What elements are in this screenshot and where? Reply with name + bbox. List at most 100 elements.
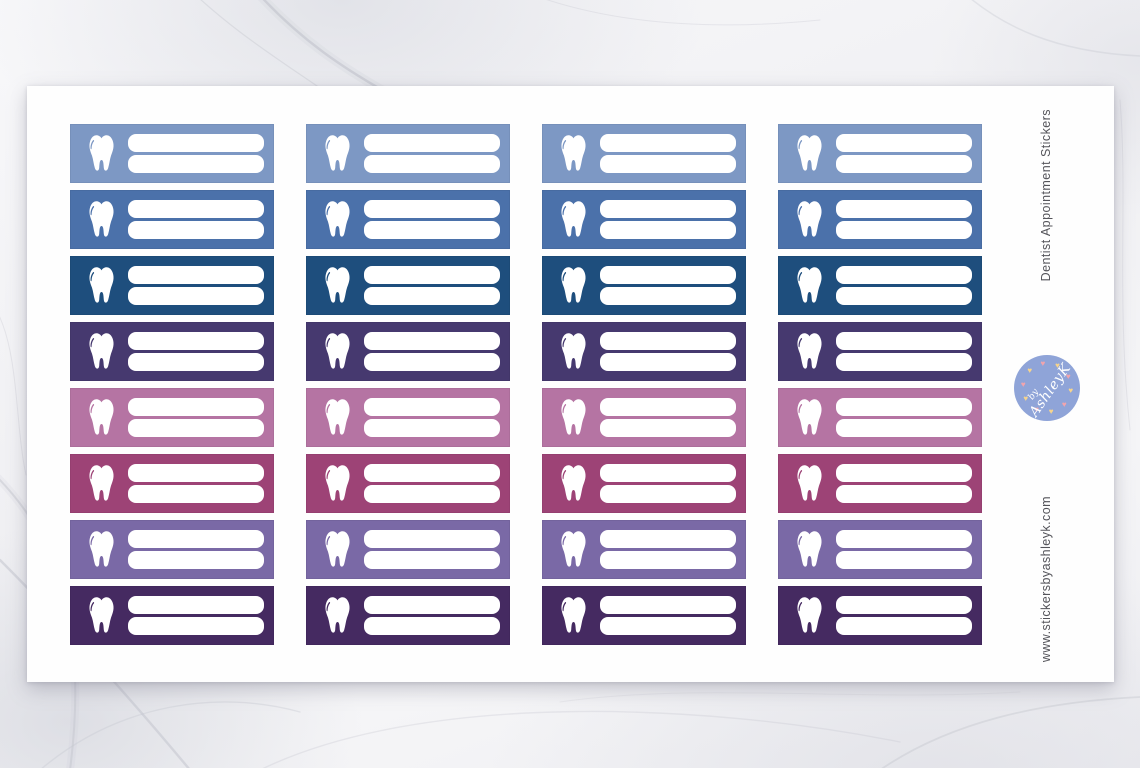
appointment-sticker — [306, 586, 510, 645]
tooth-icon — [325, 531, 350, 567]
writing-line — [836, 617, 972, 635]
tooth-icon — [325, 333, 350, 369]
writing-lines — [836, 332, 972, 371]
tooth-icon — [561, 465, 586, 501]
tooth-icon — [89, 267, 114, 303]
appointment-sticker — [778, 586, 982, 645]
tooth-icon — [561, 399, 586, 435]
product-title: Dentist Appointment Stickers — [1039, 108, 1053, 282]
writing-line — [600, 266, 736, 284]
appointment-sticker — [306, 256, 510, 315]
writing-lines — [364, 266, 500, 305]
writing-lines — [836, 266, 972, 305]
appointment-sticker — [542, 388, 746, 447]
appointment-sticker — [778, 388, 982, 447]
writing-line — [128, 332, 264, 350]
writing-line — [836, 530, 972, 548]
tooth-icon — [89, 465, 114, 501]
writing-lines — [600, 596, 736, 635]
writing-line — [836, 464, 972, 482]
tooth-icon — [89, 531, 114, 567]
website-url-block: www.stickersbyashleyk.com — [1017, 496, 1075, 662]
writing-line — [364, 398, 500, 416]
appointment-sticker — [70, 190, 274, 249]
sticker-grid — [70, 124, 982, 645]
writing-line — [364, 266, 500, 284]
writing-line — [600, 155, 736, 173]
appointment-sticker — [306, 520, 510, 579]
writing-line — [364, 221, 500, 239]
tooth-icon — [797, 465, 822, 501]
writing-line — [364, 530, 500, 548]
appointment-sticker — [70, 322, 274, 381]
writing-line — [600, 617, 736, 635]
writing-line — [364, 617, 500, 635]
writing-line — [600, 419, 736, 437]
appointment-sticker — [70, 256, 274, 315]
appointment-sticker — [70, 388, 274, 447]
appointment-sticker — [542, 124, 746, 183]
tooth-icon — [89, 333, 114, 369]
tooth-icon — [797, 201, 822, 237]
writing-line — [128, 266, 264, 284]
tooth-icon — [561, 531, 586, 567]
writing-line — [128, 155, 264, 173]
writing-line — [836, 266, 972, 284]
writing-line — [128, 134, 264, 152]
writing-line — [600, 464, 736, 482]
appointment-sticker — [778, 520, 982, 579]
heart-icon: ♥ — [1065, 371, 1071, 381]
appointment-sticker — [542, 256, 746, 315]
writing-line — [364, 287, 500, 305]
writing-line — [364, 200, 500, 218]
writing-line — [600, 530, 736, 548]
appointment-sticker — [70, 520, 274, 579]
heart-icon: ♥ — [1061, 399, 1067, 409]
writing-line — [364, 353, 500, 371]
writing-line — [364, 485, 500, 503]
brand-logo: ♥ ♥ ♥ ♥ ♥ ♥ ♥ ♥ ♥ ♥ by AshleyK — [1014, 355, 1080, 421]
writing-line — [836, 551, 972, 569]
appointment-sticker — [778, 124, 982, 183]
writing-line — [128, 287, 264, 305]
appointment-sticker — [778, 322, 982, 381]
writing-lines — [836, 200, 972, 239]
writing-line — [128, 221, 264, 239]
writing-line — [836, 485, 972, 503]
writing-line — [128, 398, 264, 416]
appointment-sticker — [542, 190, 746, 249]
tooth-icon — [89, 135, 114, 171]
writing-line — [600, 134, 736, 152]
sticker-sheet: Dentist Appointment Stickers ♥ ♥ ♥ ♥ ♥ ♥ ♥ ♥ ♥ ♥ … — [27, 86, 1114, 682]
heart-icon: ♥ — [1027, 366, 1033, 376]
writing-lines — [836, 464, 972, 503]
tooth-icon — [561, 333, 586, 369]
writing-lines — [836, 596, 972, 635]
writing-line — [836, 332, 972, 350]
writing-line — [600, 221, 736, 239]
appointment-sticker — [778, 190, 982, 249]
tooth-icon — [561, 201, 586, 237]
appointment-sticker — [70, 124, 274, 183]
writing-line — [836, 155, 972, 173]
writing-lines — [600, 464, 736, 503]
writing-lines — [364, 530, 500, 569]
appointment-sticker — [542, 586, 746, 645]
writing-line — [600, 332, 736, 350]
writing-line — [364, 332, 500, 350]
tooth-icon — [797, 333, 822, 369]
writing-lines — [600, 134, 736, 173]
writing-line — [836, 200, 972, 218]
writing-line — [836, 221, 972, 239]
writing-lines — [836, 398, 972, 437]
tooth-icon — [89, 597, 114, 633]
website-url: www.stickersbyashleyk.com — [1039, 495, 1053, 663]
tooth-icon — [797, 531, 822, 567]
writing-line — [128, 617, 264, 635]
writing-lines — [128, 332, 264, 371]
tooth-icon — [797, 135, 822, 171]
writing-lines — [128, 464, 264, 503]
writing-line — [364, 551, 500, 569]
writing-lines — [364, 464, 500, 503]
writing-lines — [128, 398, 264, 437]
